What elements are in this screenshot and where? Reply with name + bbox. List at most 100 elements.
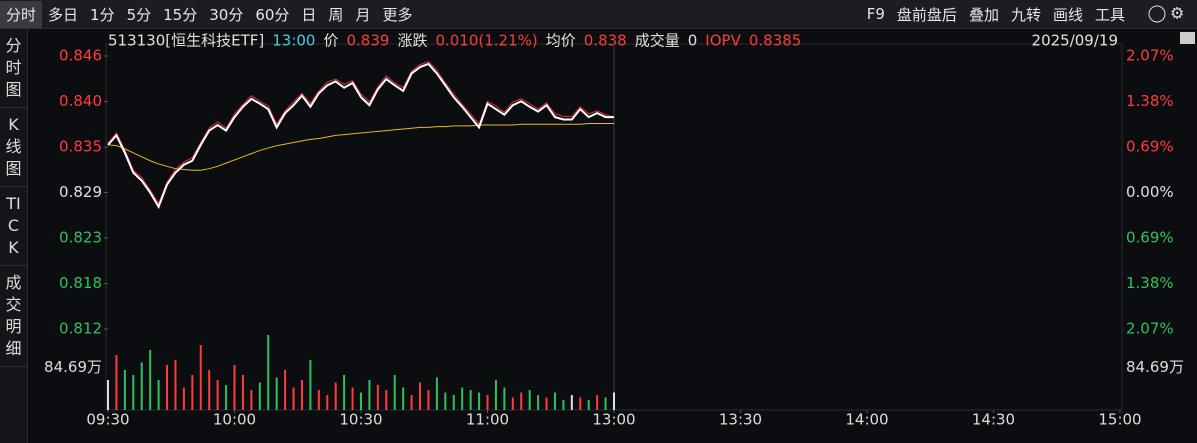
volume-bar — [494, 380, 497, 410]
x-tick-label: 10:30 — [339, 411, 382, 429]
toolbar-button[interactable]: 叠加 — [968, 5, 999, 24]
side-tab[interactable]: TICK — [0, 187, 27, 266]
toolbar-tab[interactable]: 15分 — [163, 5, 198, 24]
toolbar-tab[interactable]: 周 — [328, 5, 344, 24]
y-tick-label: 0.835 — [59, 138, 102, 156]
volume-bar — [402, 387, 405, 410]
volume-bar — [267, 335, 270, 410]
volume-bar — [410, 395, 413, 410]
toolbar-right: F9 盘前盘后 叠加 九转 画线 工具 — [861, 1, 1197, 28]
volume-bar — [174, 360, 177, 410]
y2-tick-label: 1.38% — [1126, 92, 1174, 110]
volume-bar — [393, 375, 396, 410]
side-tab-label: K线图 — [5, 115, 22, 178]
toolbar: 分时 多日 1分 5分 15分 30分 60分日周月更多 F9 盘前盘后 叠加 九转 画线 工具 — [0, 0, 1197, 29]
toolbar-tab[interactable]: 30分 — [209, 5, 244, 24]
volume-bar — [132, 375, 135, 410]
x-tick-label: 13:30 — [719, 411, 762, 429]
side-tab[interactable]: 分时图 — [0, 29, 27, 108]
volume-bar — [435, 377, 438, 410]
toolbar-tab[interactable]: 60分 — [255, 5, 290, 24]
side-tab[interactable]: K线图 — [0, 108, 27, 187]
x-tick-label: 10:00 — [213, 411, 256, 429]
toolbar-button[interactable]: 盘前盘后 — [896, 5, 957, 24]
info-field: 涨跌 — [397, 32, 427, 50]
volume-bar — [208, 370, 211, 410]
volume-bar — [427, 390, 430, 410]
toolbar-button[interactable]: F9 — [866, 5, 885, 23]
help-icon[interactable] — [1148, 5, 1166, 23]
volume-bar — [469, 390, 472, 410]
toolbar-tab[interactable]: 日 — [301, 5, 317, 24]
volume-bar — [343, 375, 346, 410]
toolbar-button[interactable]: 工具 — [1094, 5, 1125, 24]
toolbar-button[interactable]: 画线 — [1052, 5, 1083, 24]
y2-tick-label: 1.38% — [1126, 274, 1174, 292]
side-tab[interactable]: 成交明细 — [0, 266, 27, 367]
x-tick-label: 13:00 — [592, 411, 635, 429]
price-line — [107, 60, 615, 205]
info-field: 513130[恒生科技ETF] — [108, 32, 264, 50]
volume-bar — [166, 365, 169, 410]
x-tick-label: 11:00 — [466, 411, 509, 429]
y2-tick-label: 2.07% — [1126, 320, 1174, 338]
toolbar-tab[interactable]: 更多 — [382, 5, 413, 24]
volume-bar — [199, 345, 202, 410]
y-tick-label: 0.812 — [59, 320, 102, 338]
volume-bar — [216, 380, 219, 410]
volume-bar — [157, 380, 160, 410]
toolbar-tab[interactable]: 多日 — [48, 5, 79, 24]
toolbar-tab[interactable]: 1分 — [90, 5, 115, 24]
y2-tick-label: 0.69% — [1126, 229, 1174, 247]
volume-bar — [503, 387, 506, 410]
volume-bar — [528, 390, 531, 410]
toolbar-button[interactable]: 九转 — [1010, 5, 1041, 24]
volume-bar — [553, 392, 556, 410]
volume-tick-label-right: 84.69万 — [1126, 358, 1184, 376]
volume-bar — [292, 387, 295, 410]
volume-bar — [233, 365, 236, 410]
volume-bar — [604, 397, 607, 410]
volume-bar — [587, 400, 590, 410]
toolbar-tab[interactable]: 5分 — [126, 5, 152, 24]
volume-bar — [284, 370, 287, 410]
volume-bar — [376, 385, 379, 410]
volume-bar — [182, 387, 185, 410]
info-field: 0.010(1.21%) — [435, 32, 537, 50]
volume-bar — [334, 382, 337, 410]
info-field: IOPV — [705, 32, 741, 50]
volume-bar — [385, 390, 388, 410]
volume-bar — [225, 385, 228, 410]
x-tick-label: 09:30 — [86, 411, 129, 429]
volume-bar — [511, 397, 514, 410]
volume-bar — [149, 350, 152, 410]
volume-bar — [250, 390, 253, 410]
volume-bar — [596, 395, 599, 410]
volume-bar — [140, 362, 143, 410]
y-tick-label: 0.829 — [59, 183, 102, 201]
info-field: 成交量 — [635, 32, 680, 50]
y-tick-label: 0.818 — [59, 274, 102, 292]
toolbar-tab[interactable]: 分时 — [0, 0, 43, 28]
volume-bar — [452, 395, 455, 410]
y-tick-label: 0.823 — [59, 228, 102, 246]
volume-bar — [368, 380, 371, 410]
volume-bar — [309, 360, 312, 410]
volume-bar — [537, 395, 540, 410]
y-tick-label: 0.846 — [59, 47, 102, 65]
volume-bar — [562, 400, 565, 410]
settings-icon[interactable]: ⚙ — [1170, 4, 1184, 23]
volume-bar — [545, 397, 548, 410]
volume-bar — [123, 370, 126, 410]
volume-bar — [115, 355, 118, 410]
volume-bar — [570, 395, 573, 410]
volume-bar — [444, 392, 447, 410]
wp-icon[interactable] — [1180, 32, 1195, 44]
x-tick-label: 14:00 — [845, 411, 888, 429]
y-tick-label: 0.840 — [59, 92, 102, 110]
price-line — [107, 62, 614, 210]
toolbar-tab[interactable]: 月 — [355, 5, 371, 24]
x-tick-label: 15:00 — [1098, 411, 1141, 429]
